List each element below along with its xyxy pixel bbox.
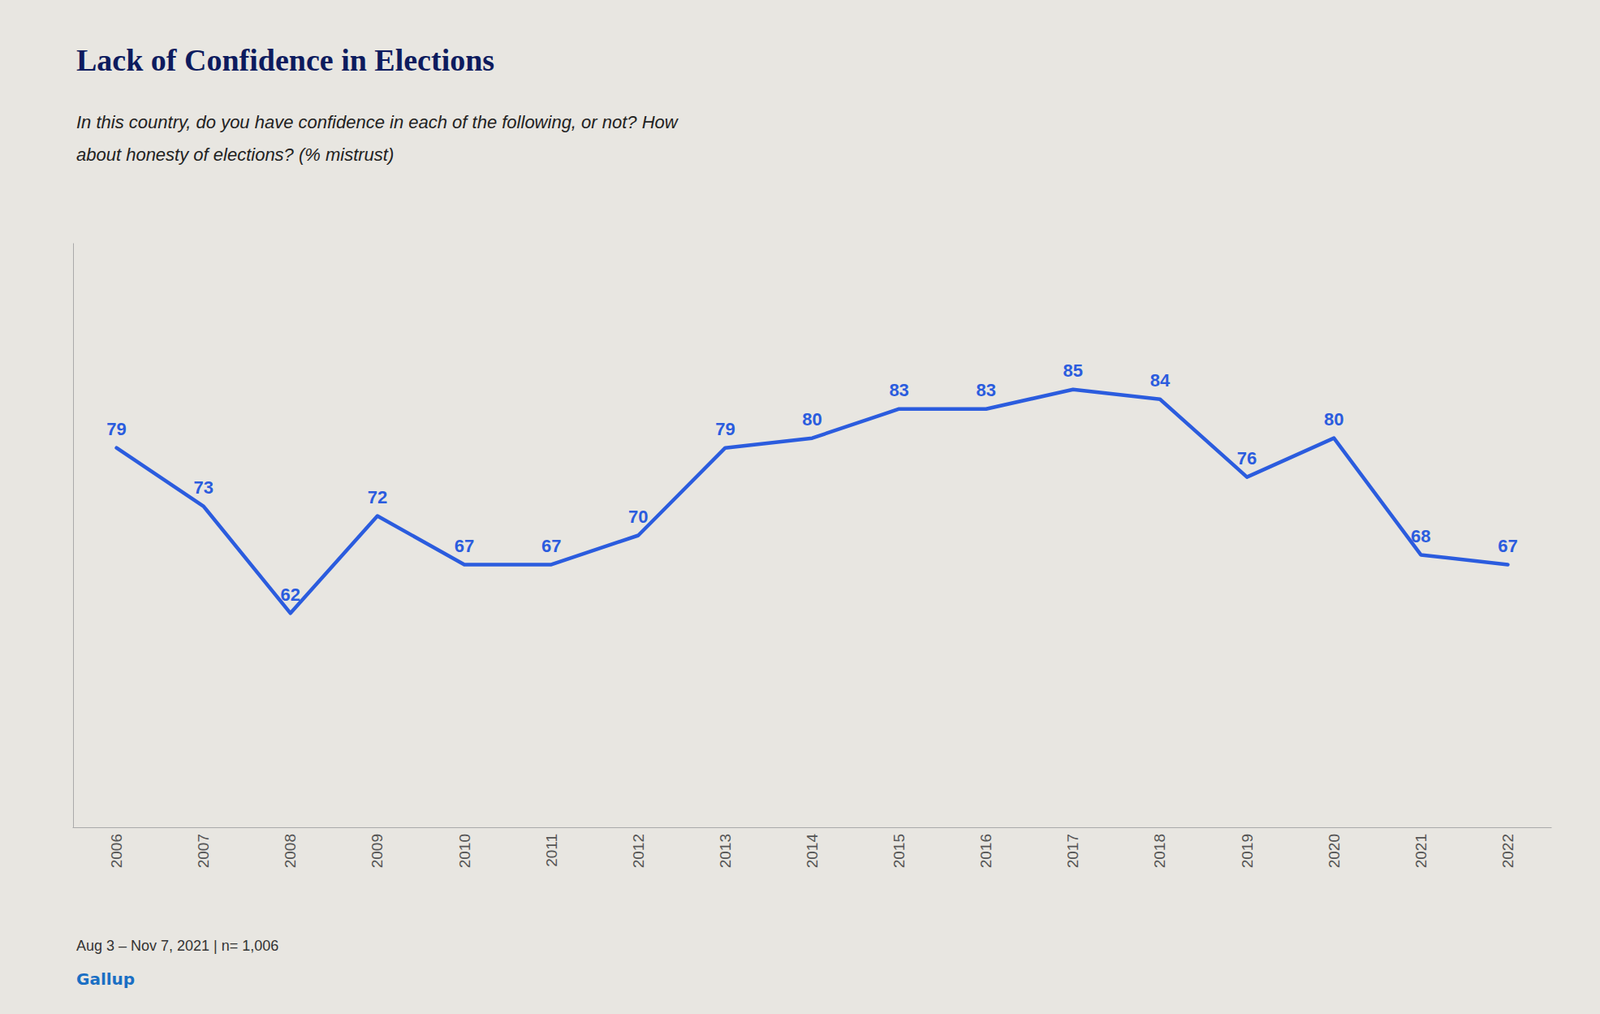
svg-text:2010: 2010 bbox=[456, 833, 474, 868]
svg-text:2019: 2019 bbox=[1238, 833, 1256, 868]
svg-text:79: 79 bbox=[106, 418, 126, 440]
svg-text:2006: 2006 bbox=[107, 833, 126, 868]
svg-text:2016: 2016 bbox=[977, 833, 995, 868]
svg-text:about honesty of elections? (%: about honesty of elections? (% mistrust) bbox=[76, 144, 394, 165]
svg-text:80: 80 bbox=[802, 409, 822, 430]
svg-text:83: 83 bbox=[888, 379, 909, 401]
svg-text:2009: 2009 bbox=[368, 833, 386, 868]
svg-text:76: 76 bbox=[1237, 448, 1257, 469]
svg-text:73: 73 bbox=[193, 477, 213, 498]
svg-text:83: 83 bbox=[975, 379, 996, 401]
svg-text:2011: 2011 bbox=[543, 833, 561, 867]
svg-text:67: 67 bbox=[1497, 535, 1518, 557]
svg-text:67: 67 bbox=[454, 535, 475, 557]
svg-text:In this country, do you have c: In this country, do you have confidence … bbox=[76, 112, 680, 133]
svg-text:2013: 2013 bbox=[716, 833, 734, 868]
svg-text:84: 84 bbox=[1150, 370, 1171, 391]
svg-text:2020: 2020 bbox=[1325, 833, 1343, 868]
svg-text:2012: 2012 bbox=[629, 833, 647, 868]
svg-text:2008: 2008 bbox=[281, 833, 299, 868]
svg-text:2021: 2021 bbox=[1412, 833, 1430, 868]
svg-text:2022: 2022 bbox=[1499, 833, 1517, 868]
svg-text:Lack of Confidence in Election: Lack of Confidence in Elections bbox=[76, 43, 495, 78]
svg-text:2015: 2015 bbox=[890, 833, 908, 868]
svg-text:68: 68 bbox=[1410, 526, 1431, 547]
svg-text:80: 80 bbox=[1323, 409, 1344, 430]
svg-text:2017: 2017 bbox=[1064, 833, 1082, 868]
svg-text:2018: 2018 bbox=[1151, 833, 1169, 868]
svg-text:85: 85 bbox=[1063, 360, 1083, 381]
svg-text:70: 70 bbox=[628, 506, 648, 527]
svg-text:2014: 2014 bbox=[803, 833, 821, 869]
svg-text:79: 79 bbox=[715, 418, 735, 440]
svg-text:72: 72 bbox=[367, 487, 388, 508]
svg-text:67: 67 bbox=[541, 535, 561, 557]
svg-text:Aug 3 – Nov 7, 2021 | n= 1,006: Aug 3 – Nov 7, 2021 | n= 1,006 bbox=[76, 937, 279, 954]
svg-text:2007: 2007 bbox=[194, 833, 212, 868]
svg-text:Gallup: Gallup bbox=[76, 969, 135, 989]
svg-text:62: 62 bbox=[280, 584, 301, 605]
